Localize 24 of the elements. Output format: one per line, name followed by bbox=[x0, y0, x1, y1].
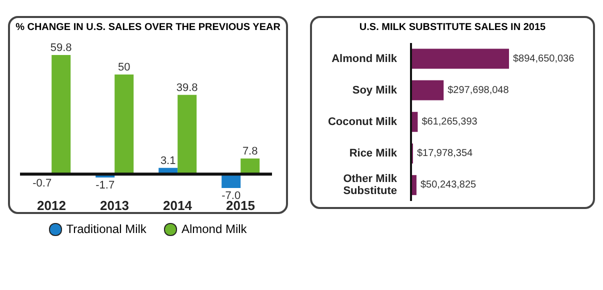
y-tick-label: Coconut Milk bbox=[328, 116, 398, 128]
data-label: 50 bbox=[118, 62, 130, 74]
x-tick-label: 2012 bbox=[37, 198, 66, 213]
data-label: 59.8 bbox=[50, 42, 72, 54]
legend-label: Traditional Milk bbox=[65, 222, 146, 236]
y-tick-label: Soy Milk bbox=[352, 84, 398, 96]
data-label: $61,265,393 bbox=[422, 116, 478, 128]
legend-label: Almond Milk bbox=[180, 222, 247, 236]
x-tick-label: 2013 bbox=[100, 198, 129, 213]
data-label: 3.1 bbox=[160, 154, 176, 167]
x-tick-label: 2014 bbox=[163, 198, 193, 213]
data-label: -0.7 bbox=[32, 177, 52, 190]
chart-title: % CHANGE IN U.S. SALES OVER THE PREVIOUS YEAR bbox=[14, 22, 282, 33]
data-label: $17,978,354 bbox=[416, 148, 474, 160]
data-label: $297,698,048 bbox=[448, 84, 510, 96]
y-tick-label: Rice Milk bbox=[349, 148, 398, 160]
data-label: -1.7 bbox=[96, 179, 115, 192]
data-label: $50,243,825 bbox=[420, 180, 477, 191]
chart-title: U.S. MILK SUBSTITUTE SALES IN 2015 bbox=[358, 22, 547, 33]
data-label: 39.8 bbox=[176, 82, 198, 94]
data-label: $894,650,036 bbox=[513, 53, 575, 64]
y-tick-label: Almond Milk bbox=[332, 52, 398, 65]
data-label: 7.8 bbox=[242, 146, 258, 158]
y-tick-label: Other Milk Substitute bbox=[343, 173, 398, 198]
